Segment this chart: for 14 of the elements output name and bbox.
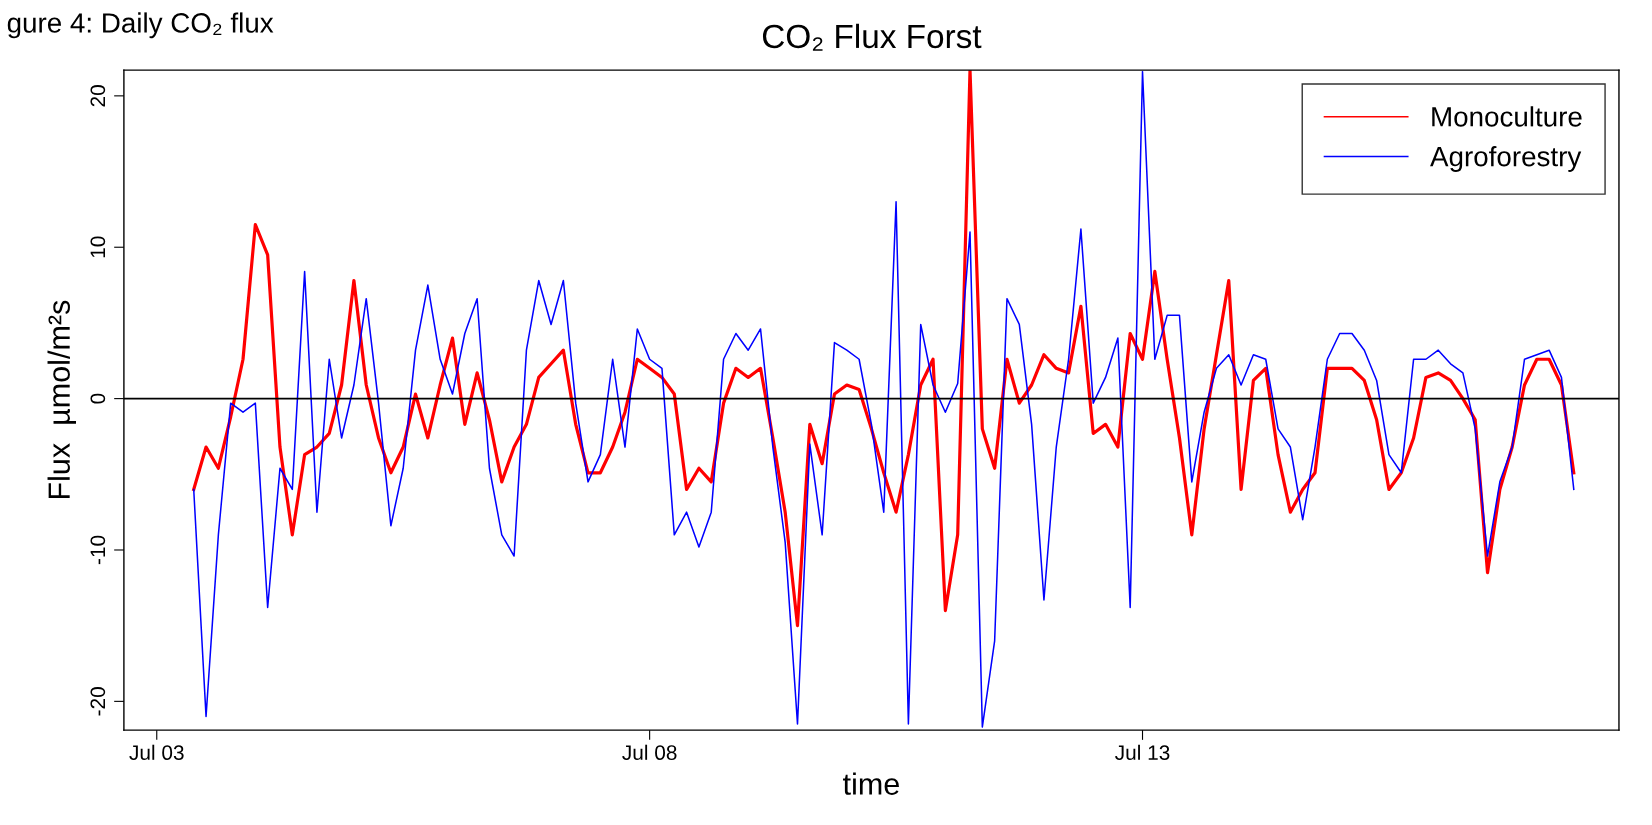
y-tick-label: 10 xyxy=(90,236,106,258)
y-tick-label: -10 xyxy=(90,535,106,565)
y-tick-label: 20 xyxy=(90,85,106,107)
y-axis-title: Flux µmol/m²s xyxy=(47,300,77,499)
chart-title: CO₂ Flux Forst xyxy=(762,23,982,51)
y-tick-label: 0 xyxy=(90,393,106,404)
y-tick-label: -20 xyxy=(90,687,106,716)
x-tick-label: Jul 08 xyxy=(622,744,677,761)
legend-label: Monoculture xyxy=(1432,106,1582,127)
text: gure 4: Daily CO₂ flux xyxy=(7,12,274,39)
x-tick-label: Jul 13 xyxy=(1115,744,1170,761)
x-tick-label: Jul 03 xyxy=(129,744,184,761)
x-axis-title: time xyxy=(843,772,899,795)
legend-label: Agroforestry xyxy=(1430,146,1582,172)
